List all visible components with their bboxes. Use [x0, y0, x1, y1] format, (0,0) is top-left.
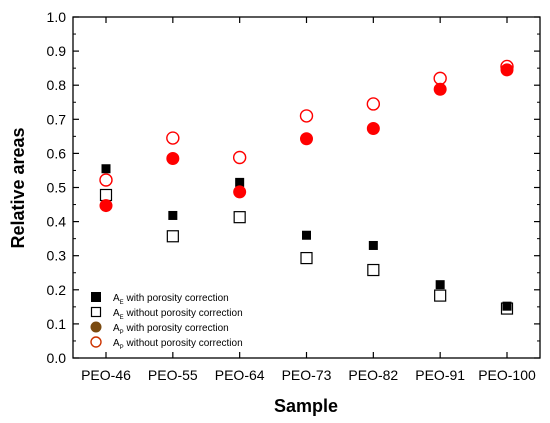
y-tick-label: 0.0 — [47, 350, 67, 366]
y-tick-label: 0.2 — [47, 282, 67, 298]
x-tick-label: PEO-64 — [215, 367, 265, 383]
data-point — [166, 230, 179, 243]
legend-label: AE without porosity correction — [113, 308, 243, 321]
data-point — [232, 150, 247, 165]
data-point — [368, 240, 378, 250]
data-point — [99, 199, 113, 213]
y-tick-label: 0.8 — [47, 77, 67, 93]
legend-marker — [90, 306, 102, 318]
data-point — [366, 97, 381, 111]
x-tick-label: PEO-100 — [478, 367, 536, 383]
y-tick-label: 0.1 — [47, 316, 67, 332]
data-point — [166, 152, 180, 166]
data-point — [233, 185, 247, 199]
data-point — [366, 122, 380, 136]
legend-label: AP without porosity correction — [113, 338, 243, 351]
legend: AE with porosity correction AE without po… — [90, 292, 243, 351]
data-point — [500, 63, 514, 77]
data-point — [233, 211, 246, 224]
x-ticks-group: PEO-46 PEO-55 PEO-64 PEO-73 PEO-82 PEO-91 PEO-… — [81, 17, 536, 383]
axes-group — [72, 16, 541, 359]
y-ticks-group: 0.0 0.1 0.2 0.3 0.4 0.5 0.6 0.7 0.8 0.9 1.0 — [47, 9, 540, 366]
x-tick-label: PEO-46 — [81, 367, 131, 383]
legend-label: AE with porosity correction — [113, 293, 229, 306]
plot-frame — [72, 16, 541, 359]
y-tick-label: 0.6 — [47, 145, 67, 161]
data-point — [502, 301, 512, 311]
data-point — [99, 188, 113, 202]
data-point — [166, 131, 180, 145]
x-tick-label: PEO-91 — [415, 367, 465, 383]
data-point — [302, 230, 311, 240]
data-point — [300, 132, 313, 146]
data-point — [235, 177, 245, 187]
legend-marker — [90, 321, 102, 333]
legend-marker — [91, 292, 101, 302]
y-axis-title: Relative areas — [8, 127, 28, 248]
data-point — [300, 251, 313, 265]
data-point — [367, 263, 380, 277]
y-tick-label: 0.7 — [47, 111, 67, 127]
y-tick-label: 0.4 — [47, 214, 67, 230]
data-point — [435, 280, 445, 290]
data-marks-group — [99, 59, 514, 315]
x-axis-title: Sample — [274, 396, 338, 416]
series-P-open-circle — [99, 59, 514, 187]
data-point — [299, 109, 314, 123]
data-point — [433, 71, 447, 86]
legend-marker — [90, 336, 102, 348]
x-tick-label: PEO-73 — [282, 367, 332, 383]
y-tick-label: 0.3 — [47, 248, 67, 264]
y-tick-label: 0.5 — [47, 180, 67, 196]
data-point — [433, 82, 447, 96]
x-tick-label: PEO-82 — [348, 367, 398, 383]
y-tick-label: 0.9 — [47, 43, 67, 59]
data-point — [101, 164, 111, 174]
series-P-filled-circle — [99, 63, 514, 213]
x-tick-label: PEO-55 — [148, 367, 198, 383]
data-point — [99, 173, 113, 187]
data-point — [168, 210, 178, 220]
series-E-filled-square — [101, 164, 512, 311]
data-point — [434, 289, 447, 302]
legend-label: AP with porosity correction — [113, 323, 229, 336]
y-tick-label: 1.0 — [47, 9, 67, 25]
